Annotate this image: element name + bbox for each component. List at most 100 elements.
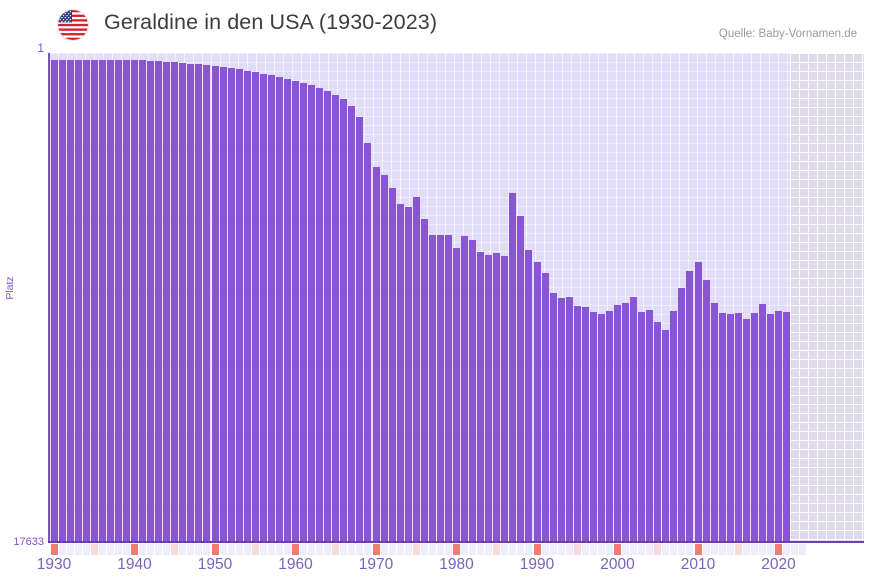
bar-2007[interactable] [670,311,678,542]
bar-1983[interactable] [477,251,485,542]
bar-2006[interactable] [662,330,670,542]
bar-1939[interactable] [122,60,130,542]
bar-1940[interactable] [131,60,138,542]
bar-1949[interactable] [203,64,211,542]
bar-1943[interactable] [155,61,163,542]
bar-1958[interactable] [275,77,283,542]
bar-1960[interactable] [292,80,299,542]
bar-2019[interactable] [766,313,774,542]
bar-1996[interactable] [581,306,589,542]
tick-year-1946 [179,544,187,555]
bar-1990[interactable] [533,261,541,542]
bar-1968[interactable] [356,117,364,542]
bar-2021[interactable] [783,312,791,542]
bar-1994[interactable] [565,296,573,542]
bar-1967[interactable] [348,106,356,542]
bar-1947[interactable] [187,63,195,542]
bar-1970[interactable] [372,166,380,542]
bar-2018[interactable] [758,303,766,542]
bar-1962[interactable] [308,85,316,542]
bar-1946[interactable] [179,62,187,542]
tick-year-1973 [396,544,404,555]
bar-1991[interactable] [541,272,549,542]
bar-1930[interactable] [50,59,58,542]
bar-2001[interactable] [622,302,630,542]
bar-1963[interactable] [316,87,324,542]
bar-2003[interactable] [638,312,646,542]
bar-2020[interactable] [775,310,782,542]
bar-1948[interactable] [195,64,203,542]
bar-1982[interactable] [469,239,477,542]
bar-1957[interactable] [267,75,275,542]
bar-1934[interactable] [82,59,90,542]
bar-1945[interactable] [171,62,179,542]
bar-1931[interactable] [58,59,66,542]
bar-1952[interactable] [227,68,235,542]
tick-half-decade-1995 [573,544,581,555]
bar-1951[interactable] [219,66,227,542]
bar-2000[interactable] [614,305,621,542]
tick-year-1974 [404,544,412,555]
bar-1959[interactable] [283,78,291,542]
y-axis-bottom-label: 17633 [13,536,44,548]
bar-1997[interactable] [589,312,597,542]
bar-1988[interactable] [517,216,525,542]
bar-1998[interactable] [597,313,605,542]
bar-1972[interactable] [388,188,396,542]
bar-1986[interactable] [501,255,509,542]
bar-1981[interactable] [461,236,469,542]
tick-year-1943 [155,544,163,555]
bar-1974[interactable] [404,207,412,542]
bar-1995[interactable] [573,306,581,542]
tick-year-2019 [766,544,774,555]
bar-1965[interactable] [332,94,340,542]
bar-1989[interactable] [525,249,533,542]
bar-1987[interactable] [509,192,517,542]
bar-2011[interactable] [702,280,710,542]
bar-2012[interactable] [710,302,718,542]
bar-2016[interactable] [742,319,750,542]
bar-1941[interactable] [139,60,147,542]
bar-2002[interactable] [630,296,638,542]
bar-1978[interactable] [436,235,444,542]
bar-1936[interactable] [98,59,106,542]
bar-2008[interactable] [678,288,686,542]
bar-2015[interactable] [734,313,742,542]
bar-1961[interactable] [300,82,308,542]
bar-1956[interactable] [259,73,267,542]
bar-2014[interactable] [726,313,734,542]
tick-year-1983 [477,544,485,555]
bar-1969[interactable] [364,143,372,542]
bar-1932[interactable] [66,59,74,542]
bar-2017[interactable] [750,313,758,542]
bar-2005[interactable] [654,322,662,542]
bar-1979[interactable] [444,235,452,542]
bar-1992[interactable] [549,292,557,542]
bar-1937[interactable] [106,59,114,542]
bar-1935[interactable] [90,59,98,542]
bar-1985[interactable] [493,252,501,542]
bar-1955[interactable] [251,72,259,542]
bar-1953[interactable] [235,69,243,542]
bar-2009[interactable] [686,270,694,542]
bar-1933[interactable] [74,59,82,542]
bar-1977[interactable] [428,235,436,542]
bar-1944[interactable] [163,61,171,542]
bar-1976[interactable] [420,218,428,542]
bar-1975[interactable] [412,197,420,542]
bar-1966[interactable] [340,99,348,542]
bar-1980[interactable] [453,248,460,542]
bar-1942[interactable] [147,60,155,542]
bar-2004[interactable] [646,310,654,542]
bar-2013[interactable] [718,313,726,542]
bar-1984[interactable] [485,255,493,542]
bar-1954[interactable] [243,70,251,542]
bar-2010[interactable] [694,262,702,542]
bar-1938[interactable] [114,59,122,542]
bar-1973[interactable] [396,203,404,542]
bar-1950[interactable] [211,65,219,542]
bar-1993[interactable] [557,297,565,542]
bar-1964[interactable] [324,90,332,542]
bar-1971[interactable] [380,175,388,542]
bar-1999[interactable] [605,310,613,542]
